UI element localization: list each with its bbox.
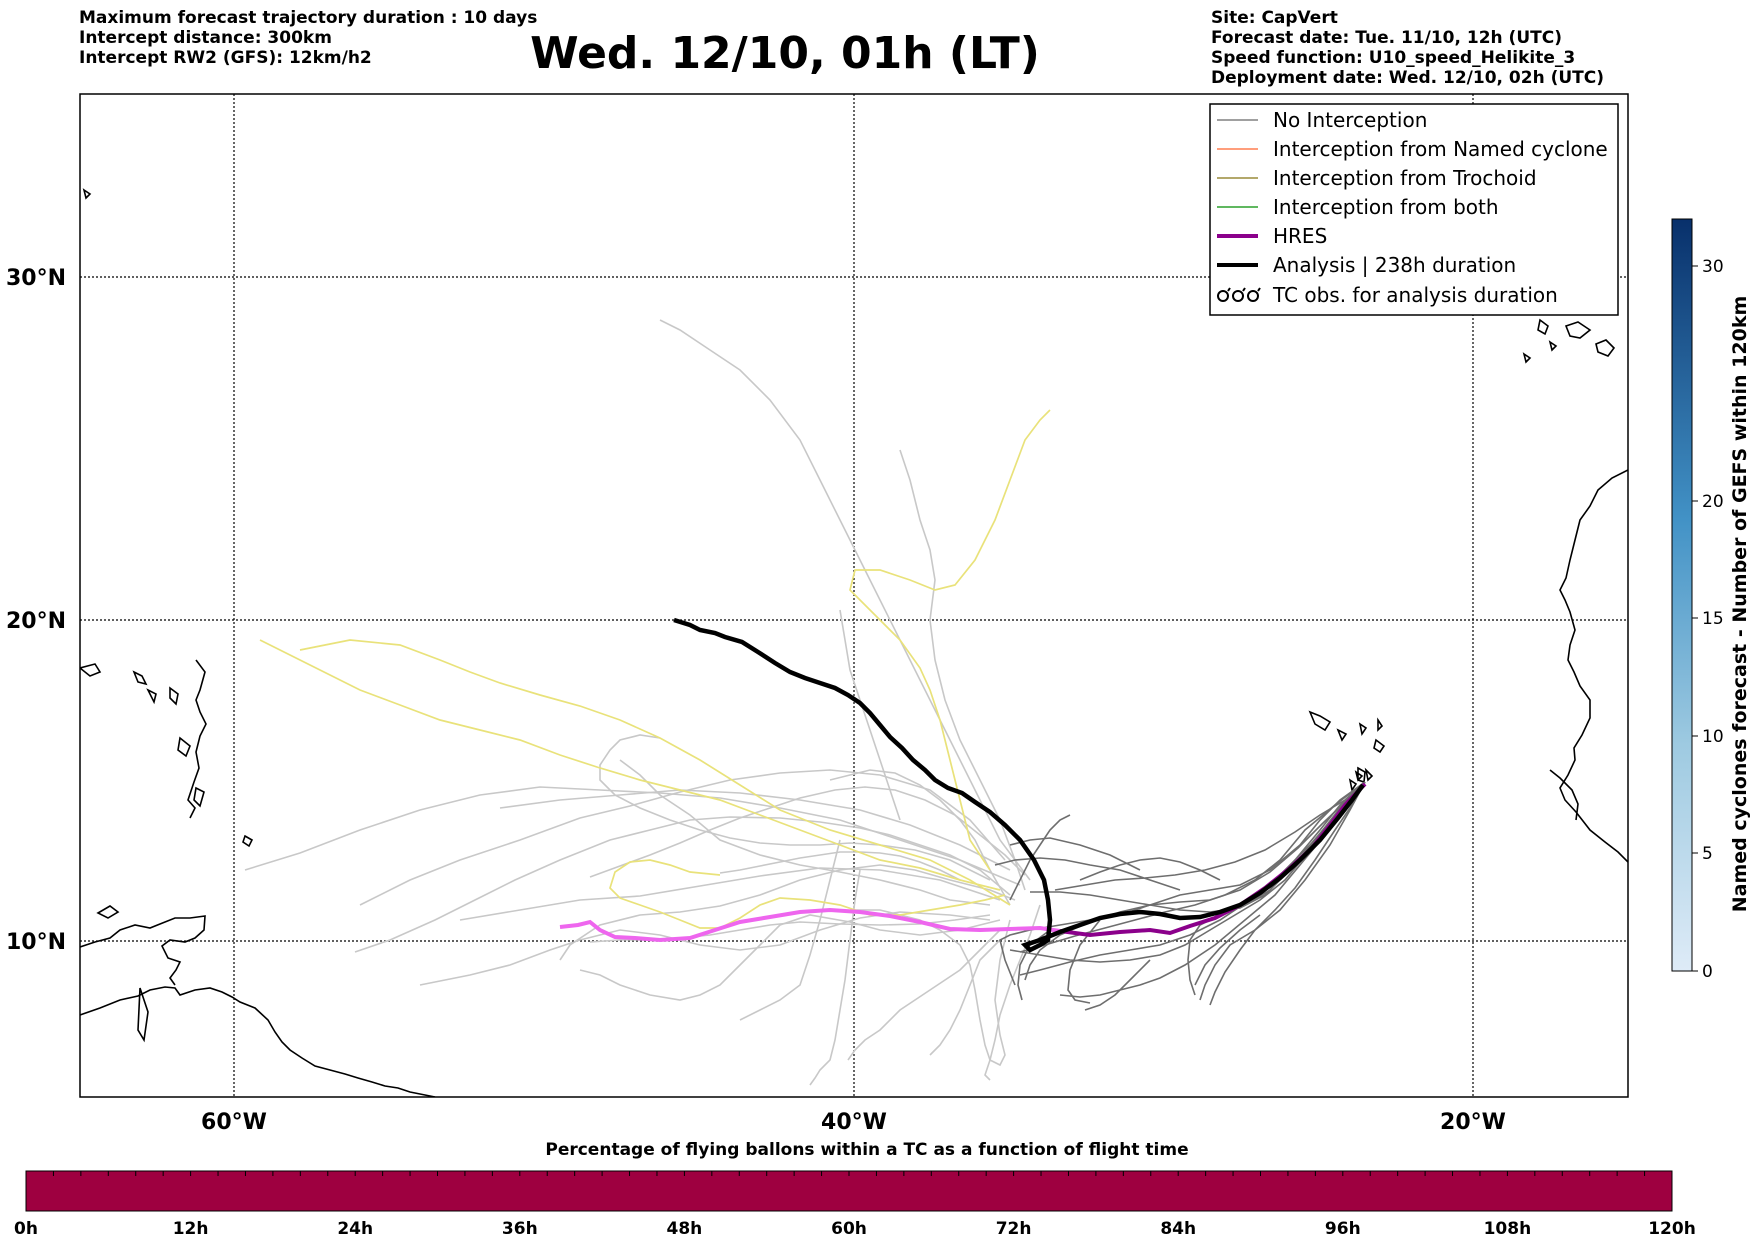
island-small-1	[80, 663, 102, 677]
header-intercept-rw2: Intercept RW2 (GFS): 12km/h2	[79, 48, 372, 68]
legend-label-both: Interception from both	[1273, 195, 1499, 219]
timebar-tick-label: 24h	[337, 1219, 373, 1239]
timebar: Percentage of flying ballons within a TC…	[14, 1140, 1696, 1239]
lat-label-20n: 20°N	[6, 609, 66, 634]
colorbar-tick-10: 10	[1702, 727, 1724, 747]
header-right: Site: CapVert Forecast date: Tue. 11/10,…	[1211, 8, 1604, 88]
island-small-5	[82, 188, 92, 200]
timebar-title: Percentage of flying ballons within a TC…	[545, 1140, 1188, 1160]
colorbar-tick-20: 20	[1702, 492, 1724, 512]
header-site: Site: CapVert	[1211, 8, 1338, 28]
lon-label-40w: 40°W	[821, 1110, 887, 1135]
island-dominica	[193, 786, 205, 808]
legend-label-named-cyclone: Interception from Named cyclone	[1273, 137, 1608, 161]
lesser-antilles	[187, 659, 207, 819]
timebar-tick-label: 60h	[831, 1219, 867, 1239]
cape-verde-islands	[1308, 710, 1386, 793]
header-duration: Maximum forecast trajectory duration : 1…	[79, 8, 538, 28]
caribbean-island-2	[137, 987, 149, 1043]
colorbar-tick-0: 0	[1702, 962, 1713, 982]
map-frame	[79, 93, 1629, 1098]
colorbar-tick-30: 30	[1702, 257, 1724, 277]
timebar-fill	[25, 1170, 1673, 1212]
timebar-tick-label: 36h	[502, 1219, 538, 1239]
timebar-labels: 0h 12h 24h 36h 48h 60h 72h 84h 96h 108h 120h	[14, 1219, 1696, 1239]
colorbar-gradient	[1671, 218, 1693, 972]
header-deployment-date: Deployment date: Wed. 12/10, 02h (UTC)	[1211, 68, 1605, 88]
header-intercept-distance: Intercept distance: 300km	[79, 28, 332, 48]
colorbar-tick-15: 15	[1702, 609, 1724, 629]
lat-label-30n: 30°N	[6, 266, 66, 291]
colorbar: 0 5 10 15 20 30 Named cyclones forecast …	[1671, 218, 1751, 982]
island-small-4	[169, 686, 179, 706]
island-barbados	[242, 834, 254, 848]
analysis-trajectory	[673, 617, 1365, 953]
canary-islands	[1522, 318, 1616, 364]
map-panel	[80, 94, 1628, 1097]
timebar-minor-ticks	[25, 1171, 1673, 1176]
trajectories-no-interception-dark	[994, 781, 1366, 1011]
timebar-tick-label: 72h	[996, 1219, 1032, 1239]
timebar-tick-label: 108h	[1484, 1219, 1532, 1239]
trajectories-yellow	[259, 409, 1051, 929]
tc-symbols-icon	[1217, 287, 1261, 302]
lat-label-10n: 10°N	[6, 930, 66, 955]
south-america-coast	[80, 986, 436, 1097]
timebar-tick-label: 48h	[667, 1219, 703, 1239]
legend-label-tc-obs: TC obs. for analysis duration	[1272, 283, 1558, 307]
header-speed-function: Speed function: U10_speed_Helikite_3	[1211, 48, 1576, 68]
lon-label-20w: 20°W	[1440, 1110, 1506, 1135]
island-small-3	[146, 688, 157, 705]
island-small-2	[132, 670, 148, 686]
legend-label-trochoid: Interception from Trochoid	[1273, 166, 1537, 190]
header-left: Maximum forecast trajectory duration : 1…	[79, 8, 537, 68]
trajectories-no-interception-light	[244, 319, 1041, 1086]
legend: No Interception Interception from Named …	[1209, 103, 1619, 316]
caribbean-island-1	[96, 905, 120, 919]
timebar-tick-label: 84h	[1160, 1219, 1196, 1239]
colorbar-label: Named cyclones forecast - Number of GEFS…	[1729, 296, 1751, 913]
header-forecast-date: Forecast date: Tue. 11/10, 12h (UTC)	[1211, 28, 1562, 48]
timebar-tick-label: 0h	[14, 1219, 38, 1239]
timebar-tick-label: 12h	[173, 1219, 209, 1239]
hres-trajectory	[559, 907, 1061, 943]
timebar-tick-label: 96h	[1325, 1219, 1361, 1239]
page-title: Wed. 12/10, 01h (LT)	[530, 28, 1040, 79]
venezuela-coast	[80, 915, 206, 986]
lon-label-60w: 60°W	[201, 1110, 267, 1135]
island-guadeloupe	[177, 736, 191, 758]
legend-label-hres: HRES	[1273, 224, 1327, 248]
legend-label-no-interception: No Interception	[1273, 108, 1427, 132]
legend-label-analysis: Analysis | 238h duration	[1273, 253, 1516, 277]
timebar-tick-label: 120h	[1648, 1219, 1696, 1239]
senegal-coast	[1549, 769, 1579, 821]
colorbar-tick-5: 5	[1702, 844, 1713, 864]
west-africa-coast	[1559, 469, 1628, 863]
